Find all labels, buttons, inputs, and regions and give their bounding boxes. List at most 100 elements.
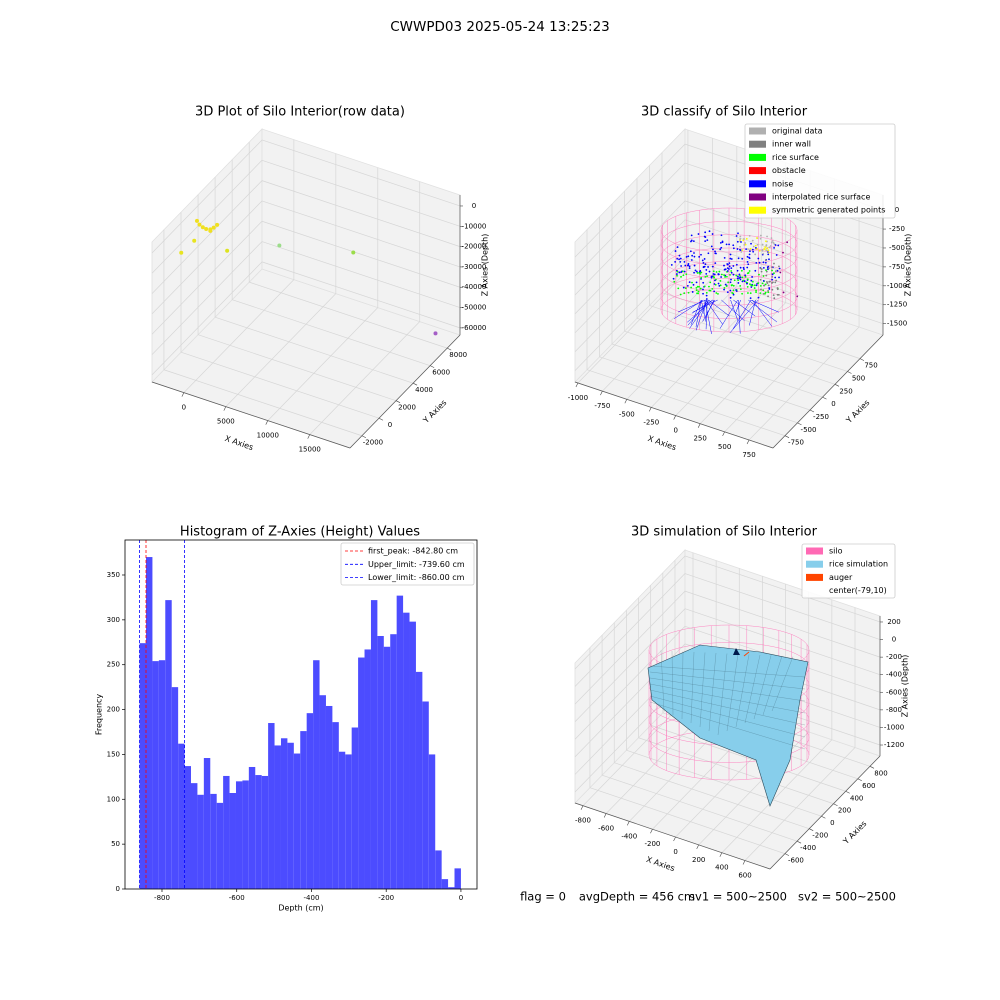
cloud-point xyxy=(704,240,707,243)
bar xyxy=(146,557,153,889)
noise-streak xyxy=(678,299,706,313)
tick-mark xyxy=(784,853,790,856)
cloud-point xyxy=(687,255,690,258)
cloud-point xyxy=(746,278,749,281)
z-tick-label: -800 xyxy=(886,706,902,714)
grid-line xyxy=(614,762,810,830)
cloud-point xyxy=(738,277,741,279)
cloud-point xyxy=(721,240,724,243)
cloud-point xyxy=(758,250,761,252)
x-tick-label: 0 xyxy=(182,404,186,412)
tick-mark xyxy=(673,836,676,842)
tick-mark xyxy=(722,431,725,437)
y-tick-label: 500 xyxy=(852,374,865,382)
grid-line xyxy=(601,774,798,842)
cloud-point xyxy=(737,279,740,282)
cloud-point xyxy=(702,288,704,291)
tick-mark xyxy=(833,803,838,807)
cloud-point xyxy=(723,256,726,259)
cloud-point xyxy=(752,245,755,248)
bar xyxy=(319,695,326,889)
cloud-point xyxy=(759,267,762,270)
cloud-point xyxy=(723,287,726,289)
cloud-point xyxy=(750,279,753,282)
bar xyxy=(313,660,320,889)
cloud-point xyxy=(703,285,706,288)
tick-mark xyxy=(821,815,826,819)
cloud-point xyxy=(744,274,747,277)
cloud-point xyxy=(691,291,694,293)
cloud-point xyxy=(778,267,781,270)
grid-line xyxy=(261,261,461,329)
cloud-point xyxy=(696,272,699,274)
cloud-point xyxy=(698,285,700,288)
point xyxy=(208,228,213,233)
mesh-line xyxy=(649,671,806,690)
cloud-point xyxy=(755,289,757,292)
grid-line xyxy=(684,555,881,623)
tick-mark xyxy=(603,813,607,818)
cloud-point xyxy=(743,280,746,283)
cloud-point xyxy=(724,283,727,286)
cloud-point xyxy=(728,262,731,265)
x-tick-label: -200 xyxy=(644,840,660,848)
cloud-point xyxy=(725,275,728,278)
cloud-point xyxy=(729,257,732,260)
legend-swatch xyxy=(806,547,823,555)
cloud-point xyxy=(690,259,693,261)
cloud-point xyxy=(729,273,731,276)
bar xyxy=(435,850,442,889)
cloud-point xyxy=(731,284,733,286)
cloud-point xyxy=(695,289,698,292)
cloud-point xyxy=(693,271,696,274)
bar xyxy=(248,766,256,889)
cloud-point xyxy=(745,237,748,240)
suptitle: CWWPD03 2025-05-24 13:25:23 xyxy=(390,19,610,35)
cloud-point xyxy=(736,248,739,250)
grid-line xyxy=(151,241,263,355)
tick-mark xyxy=(361,435,367,439)
cloud-point xyxy=(729,296,732,299)
legend-label: noise xyxy=(772,179,793,188)
cloud-point xyxy=(679,257,682,260)
cloud-point xyxy=(758,273,760,276)
tick-mark xyxy=(822,396,827,400)
grid-line xyxy=(574,162,686,277)
cloud-point xyxy=(757,296,760,299)
z-tick-label: -30000 xyxy=(462,263,487,271)
bar xyxy=(351,727,359,889)
cloud-point xyxy=(739,235,742,238)
cloud-point xyxy=(720,273,723,276)
cloud-point xyxy=(786,241,789,244)
grid-line xyxy=(574,219,686,334)
tick-mark xyxy=(265,420,269,425)
x-tick-label: 600 xyxy=(738,872,751,880)
grid-line xyxy=(151,160,263,274)
cloud-point xyxy=(764,259,767,262)
cloud-point xyxy=(754,253,757,256)
x-tick-label: 5000 xyxy=(217,418,235,426)
tick-mark xyxy=(600,390,603,396)
cloud-point xyxy=(751,276,754,278)
cloud-point xyxy=(778,276,780,279)
noise-streak xyxy=(705,299,708,330)
grid-line xyxy=(649,305,848,372)
y-tick-label: 750 xyxy=(864,362,877,370)
cloud-point xyxy=(759,234,762,237)
tick-mark xyxy=(797,422,802,426)
x-tick-label: -800 xyxy=(154,894,170,902)
cloud-point xyxy=(751,280,754,283)
chart-title: 3D simulation of Silo Interior xyxy=(631,525,818,540)
noise-streak xyxy=(735,299,741,313)
bar xyxy=(383,646,391,889)
bar xyxy=(178,743,185,889)
cloud-point xyxy=(706,239,709,242)
cloud-point xyxy=(673,280,676,283)
cloud-point xyxy=(679,260,682,263)
legend-label: obstacle xyxy=(772,166,806,175)
cloud-point xyxy=(766,235,768,238)
noise-streak xyxy=(705,299,723,325)
grid-line xyxy=(624,330,823,398)
cloud-point xyxy=(744,242,747,244)
cloud-point xyxy=(685,273,688,276)
